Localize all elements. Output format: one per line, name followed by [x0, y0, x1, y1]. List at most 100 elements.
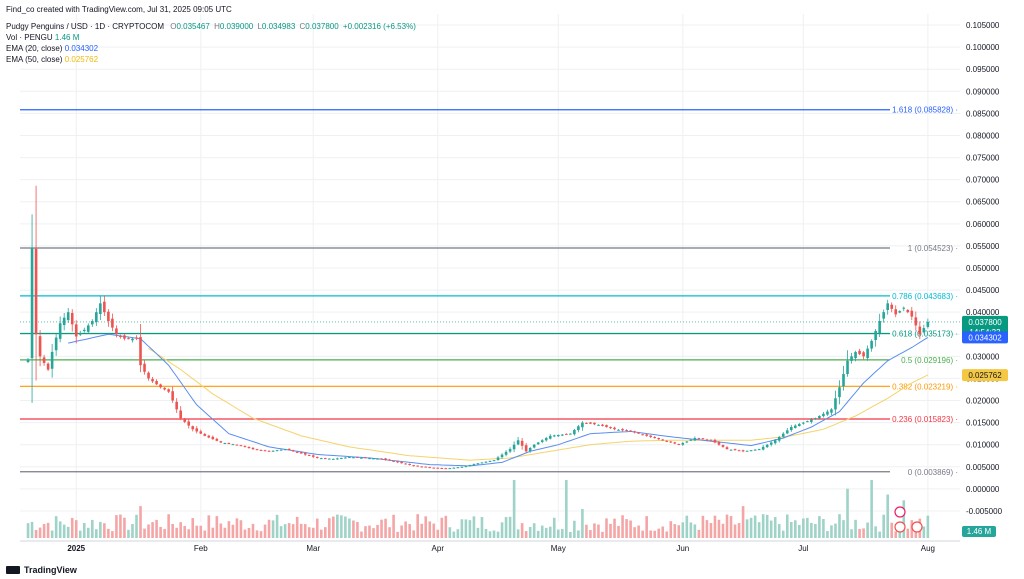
- volume-bar: [412, 530, 415, 538]
- high-value: 0.039000: [219, 22, 254, 31]
- volume-value: 1.46 M: [54, 33, 80, 42]
- candle-body: [729, 449, 733, 451]
- volume-bar: [818, 516, 821, 538]
- volume-bar: [785, 514, 789, 538]
- candle-body: [344, 457, 347, 459]
- candle-body: [235, 444, 239, 446]
- candle-body: [187, 421, 191, 426]
- candle-body: [456, 467, 460, 469]
- volume-bar: [420, 523, 424, 538]
- volume-bar: [565, 480, 568, 538]
- candle-body: [283, 449, 287, 451]
- candle-body: [396, 461, 399, 463]
- volume-bar: [657, 528, 661, 538]
- candle-body: [605, 425, 608, 428]
- y-tick-label: 0.090000: [966, 87, 1000, 96]
- candle-body: [167, 389, 170, 392]
- volume-bar: [729, 516, 733, 538]
- volume-bar: [30, 521, 34, 538]
- volume-bar: [926, 515, 930, 538]
- volume-bar: [757, 522, 761, 538]
- candle-body: [504, 451, 508, 455]
- candle-body: [516, 440, 520, 445]
- candle-body: [239, 445, 243, 447]
- open-value: 0.035467: [176, 22, 210, 31]
- candle-body: [536, 442, 540, 445]
- volume-bar: [219, 523, 223, 538]
- volume-bar: [400, 525, 403, 538]
- volume-bar: [641, 530, 644, 538]
- candle-body: [798, 424, 801, 427]
- volume-bar: [340, 515, 343, 538]
- volume-bar: [793, 520, 797, 538]
- volume-bar: [593, 523, 596, 538]
- volume-bar: [54, 516, 58, 538]
- candle-body: [625, 430, 628, 432]
- candle-body: [524, 445, 528, 452]
- volume-bar: [802, 518, 805, 538]
- tradingview-logo[interactable]: TradingView: [6, 565, 77, 575]
- candle-body: [328, 458, 331, 460]
- volume-bar: [472, 516, 476, 538]
- volume-bar: [512, 480, 516, 538]
- volume-bar: [139, 506, 142, 538]
- volume-bar: [227, 521, 231, 538]
- volume-bar: [303, 524, 307, 538]
- candle-body: [685, 441, 689, 443]
- candle-body: [637, 432, 640, 434]
- volume-bar: [814, 524, 817, 538]
- volume-bar: [195, 525, 199, 538]
- candle-body: [404, 463, 407, 465]
- candle-body: [528, 448, 532, 451]
- volume-bar: [902, 500, 906, 538]
- candle-body: [476, 463, 480, 465]
- candle-body: [577, 426, 580, 431]
- volume-bar: [552, 517, 556, 538]
- volume-bar: [50, 530, 54, 538]
- y-tick-label: 0.065000: [966, 198, 1000, 207]
- x-tick-label: Mar: [306, 544, 320, 553]
- candle-body: [753, 449, 757, 451]
- candle-body: [645, 434, 648, 436]
- y-tick-label: 0.050000: [966, 264, 1000, 273]
- candle-body: [866, 348, 869, 359]
- volume-bar: [151, 522, 154, 538]
- candle-body: [99, 303, 102, 314]
- volume-bar: [830, 525, 833, 538]
- volume-bar: [577, 530, 580, 538]
- candle-body: [906, 309, 910, 313]
- candle-body: [147, 372, 150, 379]
- volume-bar: [299, 523, 303, 538]
- candle-body: [673, 442, 677, 444]
- candle-body: [613, 427, 616, 430]
- volume-bar: [392, 514, 395, 538]
- candle-body: [271, 450, 275, 452]
- candle-body: [649, 435, 652, 437]
- volume-bar: [34, 529, 38, 538]
- volume-bar: [319, 529, 323, 538]
- candle-body: [251, 447, 255, 450]
- candle-body: [653, 436, 657, 439]
- volume-bar: [91, 519, 94, 538]
- volume-bar: [597, 524, 600, 538]
- candle-body: [62, 317, 66, 326]
- volume-bar: [573, 520, 576, 538]
- candle-body: [894, 309, 898, 315]
- volume-bar: [504, 517, 508, 538]
- candle-body: [508, 449, 512, 452]
- candle-body: [814, 418, 817, 420]
- close-value: 0.037800: [305, 22, 339, 31]
- candle-body: [38, 336, 42, 357]
- candle-body: [480, 462, 484, 464]
- volume-bar: [259, 531, 263, 538]
- volume-bar: [569, 531, 572, 538]
- y-tick-label: 0.000000: [966, 485, 1000, 494]
- y-tick-label: -0.005000: [966, 507, 1003, 516]
- volume-bar: [500, 522, 504, 538]
- y-tick-label: 0.075000: [966, 154, 1000, 163]
- volume-bar: [633, 527, 636, 538]
- candle-body: [492, 460, 496, 462]
- candle-body: [721, 445, 725, 447]
- candle-body: [263, 450, 267, 452]
